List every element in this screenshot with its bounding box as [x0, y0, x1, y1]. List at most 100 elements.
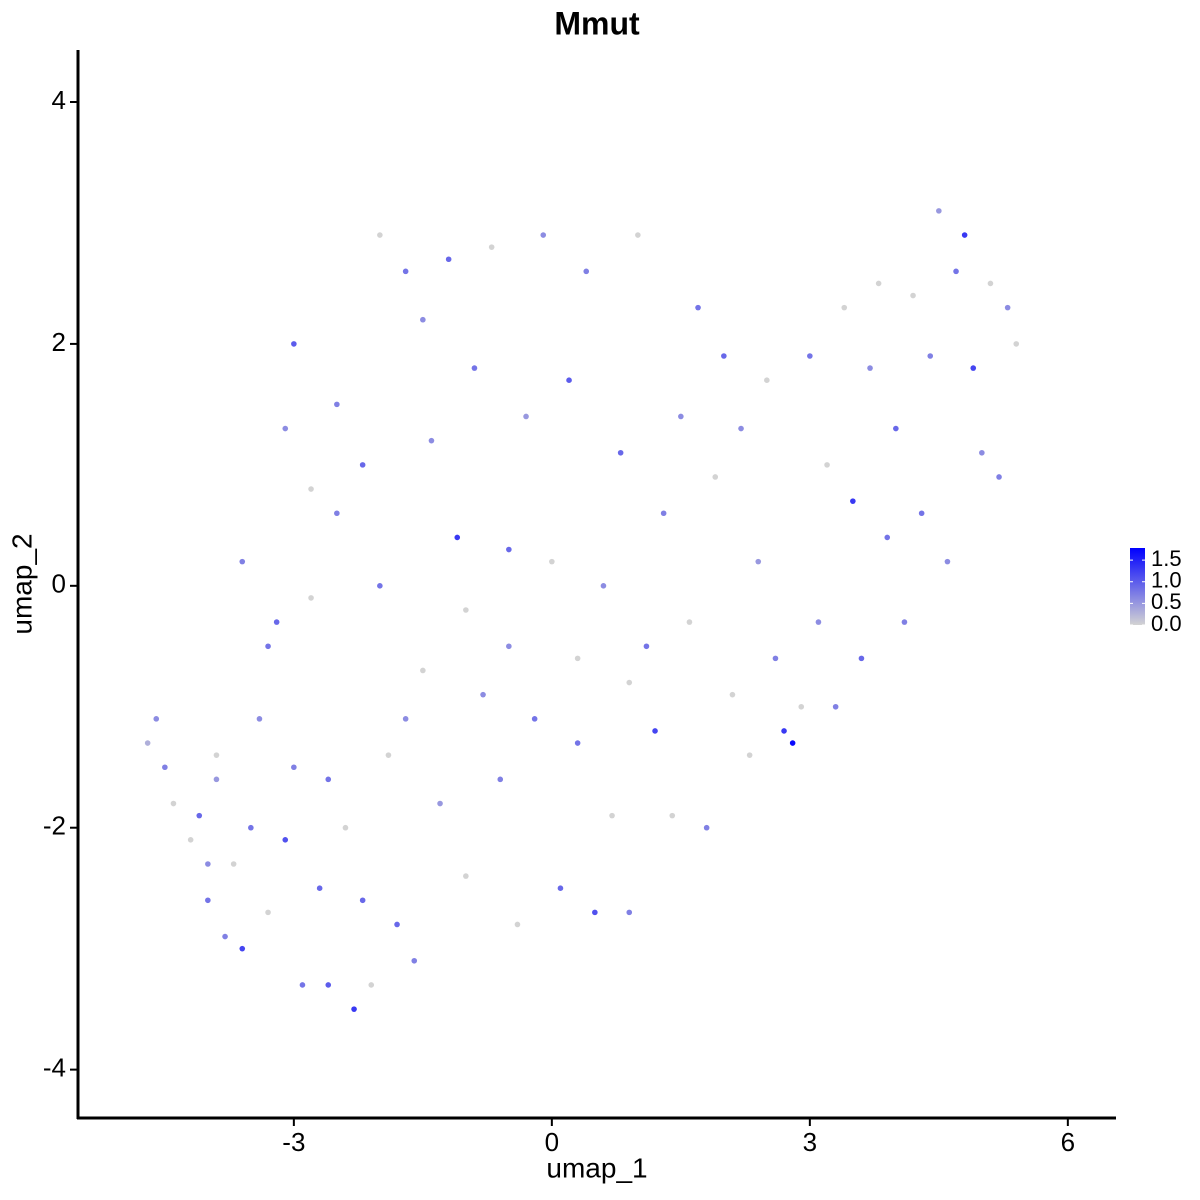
- point: [841, 304, 848, 311]
- point: [867, 365, 873, 371]
- point: [652, 728, 658, 734]
- y-tick-label: -4: [43, 1052, 66, 1082]
- point: [1004, 304, 1011, 311]
- point: [549, 558, 555, 565]
- point: [944, 558, 951, 565]
- point: [1013, 341, 1020, 347]
- point: [308, 486, 314, 492]
- point: [557, 885, 564, 891]
- point: [316, 885, 323, 891]
- point: [643, 643, 650, 650]
- point: [377, 583, 383, 589]
- point: [471, 365, 478, 371]
- colorbar-label: 0.5: [1151, 589, 1182, 614]
- point: [721, 353, 727, 359]
- point: [205, 861, 211, 867]
- point: [334, 510, 340, 517]
- point: [213, 752, 220, 758]
- point: [514, 921, 521, 928]
- y-tick-label: 0: [52, 569, 66, 599]
- point: [265, 909, 271, 916]
- point: [893, 425, 899, 432]
- x-tick-label: 6: [1061, 1127, 1075, 1157]
- point: [196, 812, 203, 819]
- point: [755, 558, 762, 565]
- point: [566, 377, 572, 383]
- x-axis-label: umap_1: [546, 1152, 647, 1183]
- point: [420, 316, 426, 323]
- point: [213, 776, 220, 783]
- point: [626, 679, 633, 686]
- point: [463, 607, 469, 613]
- point: [265, 643, 271, 650]
- y-axis-label: umap_2: [6, 533, 37, 634]
- point: [256, 716, 263, 722]
- point: [875, 280, 882, 287]
- point: [368, 982, 375, 988]
- point: [187, 837, 194, 843]
- point: [144, 740, 151, 746]
- point: [574, 655, 581, 662]
- point: [248, 824, 254, 831]
- point: [428, 437, 435, 444]
- point: [531, 716, 538, 722]
- point: [635, 232, 641, 238]
- chart-title: Mmut: [554, 5, 640, 41]
- point: [703, 824, 710, 831]
- point: [961, 232, 968, 238]
- point: [686, 619, 693, 625]
- point: [377, 232, 383, 238]
- point: [540, 232, 547, 238]
- point: [359, 897, 366, 904]
- point: [772, 655, 779, 662]
- point: [858, 655, 865, 662]
- point: [617, 449, 624, 456]
- point: [850, 498, 856, 504]
- point: [996, 474, 1002, 480]
- point: [592, 909, 598, 916]
- point: [230, 861, 237, 867]
- point: [695, 304, 701, 311]
- point: [437, 800, 443, 807]
- point: [678, 413, 684, 420]
- point: [798, 703, 805, 710]
- colorbar: [1130, 548, 1145, 625]
- point: [463, 873, 469, 879]
- point: [308, 595, 314, 601]
- point: [901, 619, 908, 625]
- colorbar-label: 1.0: [1151, 568, 1182, 593]
- y-tick-label: -2: [43, 811, 66, 841]
- point: [953, 268, 959, 275]
- y-tick-label: 4: [52, 85, 66, 115]
- colorbar-label: 1.5: [1151, 546, 1182, 571]
- x-tick-label: -3: [282, 1127, 305, 1157]
- point: [402, 716, 409, 722]
- point: [609, 812, 615, 819]
- point: [970, 365, 977, 371]
- point: [291, 341, 297, 347]
- point: [153, 716, 160, 722]
- point: [987, 280, 994, 287]
- point: [746, 752, 753, 758]
- colorbar-label: 0.0: [1151, 611, 1182, 636]
- point: [729, 691, 736, 698]
- point: [454, 534, 461, 541]
- point: [918, 510, 925, 517]
- point: [342, 824, 349, 831]
- point: [445, 256, 452, 263]
- point: [239, 558, 246, 565]
- point: [626, 909, 633, 916]
- point: [273, 619, 280, 625]
- point: [385, 752, 392, 758]
- point: [506, 546, 512, 553]
- x-tick-label: 3: [803, 1127, 817, 1157]
- point: [781, 728, 787, 734]
- point: [497, 776, 504, 783]
- point: [936, 208, 942, 214]
- point: [583, 268, 590, 275]
- point: [832, 703, 839, 710]
- point: [162, 764, 168, 771]
- point: [480, 691, 486, 698]
- point: [170, 800, 177, 807]
